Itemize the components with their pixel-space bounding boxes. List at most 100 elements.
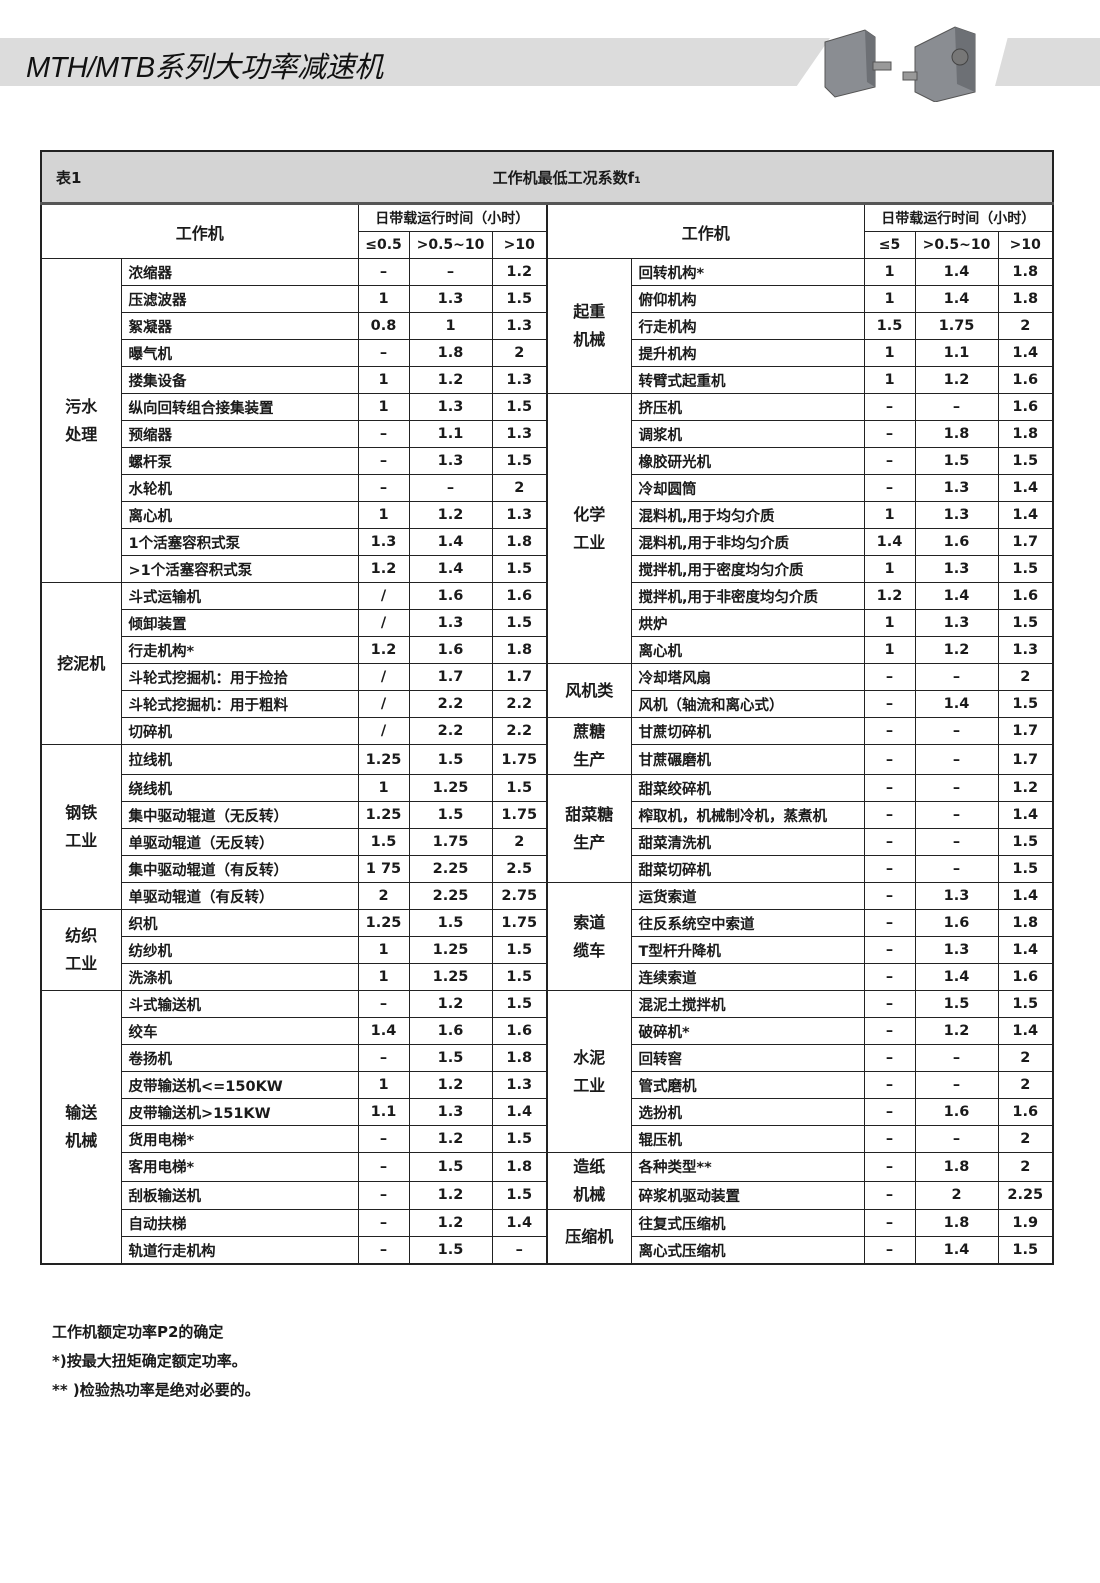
- machine-name: 混料机,用于均匀介质: [630, 501, 865, 529]
- factor-cell: 1.4: [997, 1017, 1054, 1045]
- factor-cell: 1.5: [357, 828, 410, 856]
- factor-cell: 1.8: [408, 339, 493, 367]
- factor-cell: 1.1: [357, 1098, 410, 1126]
- table-row: 污水处理 浓缩器 – –1.2 起重机械 回转机构* 1 1.4 1.8: [40, 258, 1054, 583]
- machine-name: 织机: [120, 909, 359, 937]
- machine-name: 绞车: [120, 1017, 359, 1045]
- table-caption-row: 表1 工作机最低工况系数f₁: [40, 150, 1054, 205]
- factor-cell: 1.2: [914, 1017, 999, 1045]
- factor-cell: –: [863, 882, 916, 910]
- factor-cell: –: [863, 828, 916, 856]
- table-row: 水轮机 – –2 冷却圆筒 –1.3 1.4: [41, 474, 1054, 502]
- factor-cell: 1.2: [357, 636, 410, 664]
- factor-cell: –: [863, 909, 916, 937]
- table-row: 切碎机/2.2 2.2 蔗糖生产 甘蔗切碎机 – –1.7: [41, 717, 1054, 775]
- factor-cell: 1.4: [491, 1098, 548, 1126]
- factor-cell: 2.5: [491, 855, 548, 883]
- factor-cell: 2.25: [408, 882, 493, 910]
- factor-cell: 1.6: [914, 1098, 999, 1126]
- machine-name: 集中驱动辊道（无反转）: [120, 801, 359, 829]
- factor-cell: /: [357, 582, 410, 610]
- factor-cell: 1.5: [491, 990, 548, 1018]
- table-row: 卷扬机 –1.5 1.8 回转窖 – –2: [41, 1044, 1054, 1072]
- note: ** )检验热功率是绝对必要的。: [52, 1381, 260, 1399]
- machine-name: 搅拌机,用于密度均匀介质: [630, 555, 865, 583]
- factor-cell: –: [357, 1180, 410, 1210]
- factor-cell: 1.25: [357, 744, 410, 775]
- factor-cell: 1.4: [914, 963, 999, 991]
- factor-cell: 1.5: [997, 447, 1054, 475]
- gear-reducer-image: [824, 26, 976, 102]
- machine-name: 榨取机，机械制冷机，蒸煮机: [630, 801, 865, 829]
- category-label: 输送机械: [65, 1103, 98, 1150]
- category-label: 造纸机械: [573, 1157, 606, 1204]
- header-row: 工作机 日带载运行时间（小时） 工作机 日带载运行时间（小时）: [40, 203, 1054, 259]
- machine-name: 辊压机: [630, 1125, 865, 1153]
- category-label: 钢铁工业: [65, 803, 98, 850]
- machine-name: 曝气机: [120, 339, 359, 367]
- factor-cell: 1.2: [408, 366, 493, 394]
- machine-name: 刮板输送机: [120, 1180, 359, 1210]
- machine-name: 管式磨机: [630, 1071, 865, 1099]
- factor-cell: 2.75: [491, 882, 548, 910]
- factor-cell: 1.3: [491, 366, 548, 394]
- factor-cell: 1.25: [408, 936, 493, 964]
- table-row: 刮板输送机 –1.2 1.5 碎浆机驱动装置 –2 2.25: [41, 1180, 1054, 1210]
- factor-cell: 1.8: [914, 1152, 999, 1182]
- factor-cell: –: [863, 963, 916, 991]
- table-row: 单驱动辊道（无反转） 1.5 1.75 2 甜菜清洗机 – –1.5: [41, 828, 1054, 856]
- note: 工作机额定功率P2的确定: [52, 1323, 224, 1341]
- factor-cell: 1.3: [914, 474, 999, 502]
- factor-cell: 2.2: [491, 690, 548, 718]
- factor-cell: 1: [863, 366, 916, 394]
- factor-cell: 1: [357, 393, 410, 421]
- factor-cell: –: [914, 828, 999, 856]
- table-row: 货用电梯* –1.2 1.5 辊压机 – –2: [41, 1125, 1054, 1153]
- factor-cell: 2: [491, 828, 548, 856]
- factor-cell: 1.3: [408, 393, 493, 421]
- table-caption: 工作机最低工况系数f₁: [492, 168, 641, 187]
- factor-cell: –: [863, 663, 916, 691]
- col-header: >0.5~10: [408, 231, 493, 259]
- factor-cell: 1.5: [997, 828, 1054, 856]
- factor-cell: 1: [863, 501, 916, 529]
- machine-name: 皮带输送机<=150KW: [120, 1071, 359, 1099]
- machine-name: 预缩器: [120, 420, 359, 448]
- factor-cell: 1.7: [997, 717, 1054, 745]
- factor-cell: 1.2: [914, 636, 999, 664]
- machine-name: 混泥土搅拌机: [630, 990, 865, 1018]
- factor-cell: 1.6: [408, 636, 493, 664]
- table-row: 皮带输送机>151KW 1.1 1.3 1.4 选扮机 –1.6 1.6: [41, 1098, 1054, 1126]
- factor-cell: 1.3: [491, 1071, 548, 1099]
- factor-cell: 1.2: [997, 774, 1054, 802]
- factor-cell: 2.2: [408, 690, 493, 718]
- footnotes: 工作机额定功率P2的确定 *)按最大扭矩确定额定功率。 ** )检验热功率是绝对…: [52, 1318, 260, 1405]
- factor-cell: 1.5: [408, 1044, 493, 1072]
- hours-header-right: 日带载运行时间（小时）: [863, 203, 1054, 232]
- factor-cell: 1.6: [914, 909, 999, 937]
- machine-name: 碎浆机驱动装置: [630, 1180, 865, 1210]
- factor-cell: 1.5: [408, 1152, 493, 1182]
- machine-name: 压滤波器: [120, 285, 359, 313]
- category-label: 污水处理: [65, 396, 98, 444]
- factor-cell: 1.8: [491, 1044, 548, 1072]
- factor-cell: 1.4: [914, 582, 999, 610]
- factor-cell: –: [863, 1071, 916, 1099]
- factor-cell: 1: [863, 636, 916, 664]
- factor-cell: 1.8: [914, 1209, 999, 1237]
- machine-name: 絮凝器: [120, 312, 359, 340]
- factor-cell: 2: [491, 474, 548, 502]
- table-row: 曝气机 –1.8 2 提升机构 1 1.1 1.4: [41, 339, 1054, 367]
- factor-cell: –: [863, 855, 916, 883]
- factor-cell: –: [357, 1152, 410, 1182]
- factor-cell: –: [863, 801, 916, 829]
- factor-cell: 1.5: [914, 990, 999, 1018]
- factor-cell: 1.1: [408, 420, 493, 448]
- machine-name: 混料机,用于非均匀介质: [630, 528, 865, 556]
- machine-name: 甜菜切碎机: [630, 855, 865, 883]
- factor-cell: /: [357, 609, 410, 637]
- machine-name: 挤压机: [630, 393, 865, 421]
- factor-cell: 1.4: [914, 285, 999, 313]
- category-cell: 起重机械: [546, 258, 632, 394]
- factor-cell: 1.5: [997, 555, 1054, 583]
